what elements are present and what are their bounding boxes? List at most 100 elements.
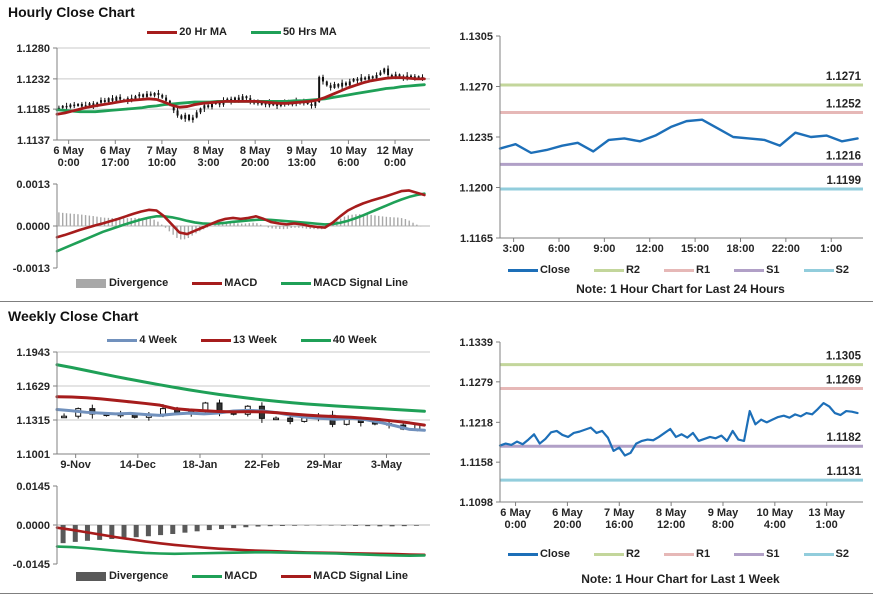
legend-label: R1 — [696, 264, 711, 276]
svg-text:1.1001: 1.1001 — [16, 449, 50, 461]
legend-item-40-week: 40 Week — [300, 334, 377, 346]
legend-item-macd-signal-line: MACD Signal Line — [281, 277, 408, 289]
svg-text:20:00: 20:00 — [241, 157, 269, 169]
legend-item-s2: S2 — [803, 548, 850, 560]
legend-label: Divergence — [108, 277, 169, 289]
line-swatch-icon — [281, 574, 312, 578]
legend-label: 13 Week — [233, 334, 277, 346]
legend-item-s2: S2 — [803, 264, 850, 276]
svg-text:1.1280: 1.1280 — [16, 43, 50, 55]
legend-label: S2 — [835, 264, 850, 276]
line-swatch-icon — [201, 338, 232, 342]
legend-item-divergence: Divergence — [75, 277, 169, 289]
line-swatch-icon — [803, 552, 834, 556]
line-swatch-icon — [300, 338, 331, 342]
svg-text:3-May: 3-May — [371, 459, 403, 471]
legend-label: MACD — [224, 570, 258, 582]
svg-text:6:00: 6:00 — [337, 157, 359, 169]
bar-swatch-icon — [75, 571, 106, 581]
bar-swatch-icon — [75, 278, 106, 288]
legend-item-r1: R1 — [664, 548, 710, 560]
weekly-pivot-chart: 1.1305 1.1269 1.1182 1.1131 1.1339 1.1279 1.12… — [459, 337, 863, 531]
svg-text:1.1098: 1.1098 — [459, 497, 493, 509]
legend-item-4-week: 4 Week — [107, 334, 177, 346]
svg-text:0.0145: 0.0145 — [16, 481, 50, 493]
svg-text:17:00: 17:00 — [101, 157, 129, 169]
hourly-pivot-chart: 1.1271 1.1252 1.1216 1.1199 1.1305 1.1270 1.12… — [459, 31, 863, 255]
svg-text:1.1279: 1.1279 — [459, 377, 493, 389]
row-divider — [0, 301, 873, 302]
legend-label: S1 — [766, 548, 780, 560]
hourly-ma-legend: 20 Hr MA 50 Hrs MA — [0, 26, 436, 38]
legend-label: MACD — [224, 277, 258, 289]
line-swatch-icon — [147, 30, 178, 34]
legend-label: 4 Week — [139, 334, 178, 346]
svg-text:1:00: 1:00 — [820, 243, 842, 255]
legend-label: 20 Hr MA — [179, 26, 227, 38]
svg-text:0:00: 0:00 — [384, 157, 406, 169]
svg-text:22-Feb: 22-Feb — [244, 459, 280, 471]
svg-text:-0.0145: -0.0145 — [13, 559, 50, 568]
svg-text:1:00: 1:00 — [816, 519, 838, 531]
legend-item-divergence: Divergence — [75, 570, 169, 582]
svg-text:10 May: 10 May — [756, 507, 794, 519]
svg-text:3:00: 3:00 — [503, 243, 525, 255]
bottom-divider — [0, 593, 873, 594]
legend-label: 50 Hrs MA — [282, 26, 337, 38]
line-swatch-icon — [734, 268, 765, 272]
svg-text:22:00: 22:00 — [772, 243, 800, 255]
svg-text:7 May: 7 May — [604, 507, 635, 519]
line-swatch-icon — [507, 552, 538, 556]
svg-text:12 May: 12 May — [377, 145, 415, 157]
svg-text:10 May: 10 May — [330, 145, 368, 157]
legend-label: R2 — [625, 548, 641, 560]
svg-text:1.1182: 1.1182 — [826, 432, 861, 444]
weekly-macd-legend: Divergence MACD MACD Signal Line — [0, 570, 436, 582]
legend-item-r2: R2 — [593, 548, 641, 560]
svg-text:6 May: 6 May — [53, 145, 84, 157]
svg-text:13:00: 13:00 — [288, 157, 316, 169]
legend-item-macd: MACD — [192, 277, 257, 289]
svg-text:14-Dec: 14-Dec — [120, 459, 156, 471]
line-swatch-icon — [664, 552, 695, 556]
svg-text:6 May: 6 May — [100, 145, 131, 157]
svg-text:8 May: 8 May — [240, 145, 271, 157]
svg-text:1.1199: 1.1199 — [826, 175, 861, 187]
line-swatch-icon — [593, 268, 624, 272]
svg-text:1.1218: 1.1218 — [459, 417, 493, 429]
svg-text:1.1252: 1.1252 — [826, 98, 861, 110]
legend-item-r1: R1 — [664, 264, 710, 276]
line-swatch-icon — [192, 574, 223, 578]
line-swatch-icon — [107, 338, 138, 342]
legend-label: S2 — [835, 548, 850, 560]
svg-text:8:00: 8:00 — [712, 519, 734, 531]
svg-text:4:00: 4:00 — [764, 519, 786, 531]
line-swatch-icon — [281, 281, 312, 285]
legend-label: Close — [539, 548, 570, 560]
legend-item-20-hr-ma: 20 Hr MA — [147, 26, 227, 38]
svg-text:8 May: 8 May — [193, 145, 224, 157]
svg-text:1.1270: 1.1270 — [459, 82, 493, 94]
svg-text:1.1137: 1.1137 — [17, 135, 50, 147]
hourly-pivot-legend: Close R2 R1 S1 S2 — [436, 264, 873, 276]
legend-label: Divergence — [108, 570, 169, 582]
svg-text:1.1216: 1.1216 — [826, 150, 861, 162]
line-swatch-icon — [734, 552, 765, 556]
svg-text:0:00: 0:00 — [505, 519, 527, 531]
svg-text:10:00: 10:00 — [148, 157, 176, 169]
legend-item-macd-signal-line: MACD Signal Line — [281, 570, 408, 582]
legend-item-macd: MACD — [192, 570, 257, 582]
svg-text:18-Jan: 18-Jan — [183, 459, 218, 471]
svg-text:8 May: 8 May — [656, 507, 687, 519]
svg-text:0.0013: 0.0013 — [16, 179, 50, 191]
weekly-pivot-section: 1.1305 1.1269 1.1182 1.1131 1.1339 1.1279 1.12… — [436, 302, 873, 593]
legend-label: R1 — [696, 548, 711, 560]
svg-text:3:00: 3:00 — [198, 157, 220, 169]
svg-text:1.1185: 1.1185 — [17, 104, 50, 116]
hourly-macd-legend: Divergence MACD MACD Signal Line — [0, 277, 436, 289]
svg-text:6:00: 6:00 — [548, 243, 570, 255]
legend-item-close: Close — [507, 264, 570, 276]
svg-text:1.1943: 1.1943 — [16, 347, 50, 359]
svg-text:18:00: 18:00 — [726, 243, 754, 255]
